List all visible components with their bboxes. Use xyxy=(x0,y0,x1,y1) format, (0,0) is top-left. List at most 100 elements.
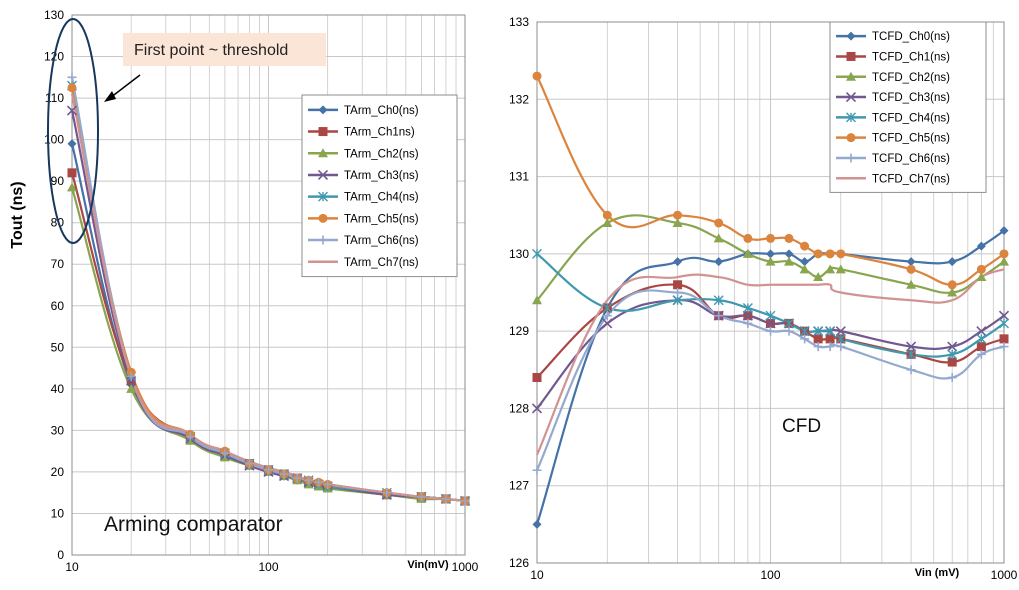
data-point xyxy=(532,295,542,305)
data-point xyxy=(813,272,824,282)
data-point xyxy=(906,264,916,274)
legend-label: TArm_Ch5(ns) xyxy=(344,213,419,225)
data-point xyxy=(67,83,77,93)
legend-swatch-marker xyxy=(846,51,856,61)
data-point xyxy=(999,249,1009,259)
data-point xyxy=(765,310,776,321)
data-point xyxy=(67,182,77,192)
data-point xyxy=(999,342,1009,352)
legend-label: TArm_Ch3(ns) xyxy=(344,170,419,182)
data-point xyxy=(532,71,542,81)
data-point xyxy=(906,365,916,375)
data-point xyxy=(947,257,957,267)
data-point xyxy=(673,280,683,290)
y-tick-label: 90 xyxy=(51,174,65,188)
series-line xyxy=(535,268,1005,456)
data-point xyxy=(976,272,987,282)
data-point xyxy=(602,311,612,321)
plot-area-frame xyxy=(536,21,1005,564)
data-point xyxy=(766,249,775,259)
data-point xyxy=(906,349,917,360)
y-tick-label: 130 xyxy=(509,247,529,261)
cfd-caption: CFD xyxy=(782,416,821,437)
series-line xyxy=(535,229,1005,525)
data-point xyxy=(976,326,987,337)
legend-label: TCFD_Ch7(ns) xyxy=(872,173,950,185)
legend-label: TArm_Ch2(ns) xyxy=(344,148,419,160)
data-point xyxy=(947,287,958,297)
y-tick-label: 40 xyxy=(51,382,65,396)
plot-area-frame xyxy=(71,14,466,556)
data-point xyxy=(766,326,775,336)
x-tick-label: 10 xyxy=(65,560,79,574)
data-point xyxy=(976,241,986,251)
data-point xyxy=(67,72,77,82)
legend-swatch-marker xyxy=(846,133,856,143)
data-point xyxy=(999,334,1009,344)
callout-arrow-line xyxy=(109,74,141,99)
series-group xyxy=(531,71,1010,529)
data-point xyxy=(835,326,846,337)
data-point xyxy=(742,310,753,321)
data-point xyxy=(813,342,823,352)
data-point xyxy=(813,334,823,344)
y-tick-label: 80 xyxy=(51,216,65,230)
data-point xyxy=(976,333,987,344)
y-tick-label: 50 xyxy=(51,340,65,354)
y-tick-label: 129 xyxy=(509,324,529,338)
legend-label: TArm_Ch7(ns) xyxy=(344,257,419,269)
data-point xyxy=(743,318,753,328)
y-axis-title: Tout (ns) xyxy=(9,181,26,248)
data-point xyxy=(672,295,683,306)
legend-swatch-marker xyxy=(846,31,856,41)
data-point xyxy=(602,318,613,329)
legend-swatch-marker xyxy=(846,71,856,81)
data-point xyxy=(976,264,986,274)
legend-swatch-marker xyxy=(318,235,328,245)
data-point xyxy=(714,218,724,228)
legend-swatch-marker xyxy=(846,153,856,163)
legend-label: TCFD_Ch0(ns) xyxy=(872,31,950,43)
y-tick-label: 128 xyxy=(509,401,529,415)
data-point xyxy=(766,233,775,243)
y-tick-label: 131 xyxy=(509,170,529,184)
y-tick-label: 126 xyxy=(509,556,529,570)
data-point xyxy=(783,318,794,329)
y-tick-label: 0 xyxy=(57,548,64,562)
data-point xyxy=(976,349,986,359)
data-point xyxy=(825,326,836,337)
data-point xyxy=(999,256,1009,266)
data-point xyxy=(602,302,613,313)
data-point xyxy=(602,210,612,220)
y-tick-label: 133 xyxy=(509,15,529,29)
data-point xyxy=(714,311,724,321)
data-point xyxy=(825,334,835,344)
data-point xyxy=(784,326,794,336)
legend-swatch-marker xyxy=(317,169,329,181)
data-point xyxy=(800,334,810,344)
data-point xyxy=(765,256,776,266)
data-point xyxy=(532,465,542,475)
series-line xyxy=(536,75,1005,286)
data-point xyxy=(947,373,957,383)
data-point xyxy=(602,217,613,227)
data-point xyxy=(947,349,958,360)
series-line xyxy=(535,289,1005,471)
legend-box xyxy=(829,21,987,193)
data-point xyxy=(713,295,724,306)
data-point xyxy=(784,233,794,243)
y-tick-label: 132 xyxy=(509,92,529,106)
data-point xyxy=(714,257,724,267)
y-tick-label: 130 xyxy=(44,8,64,22)
data-point xyxy=(441,494,451,504)
data-point xyxy=(800,257,810,267)
data-point xyxy=(813,249,823,259)
data-point xyxy=(66,105,78,116)
data-point xyxy=(947,341,958,352)
data-point xyxy=(743,233,753,243)
data-point xyxy=(836,249,846,259)
data-point xyxy=(292,473,302,483)
x-tick-label: 10 xyxy=(530,568,544,582)
data-point xyxy=(304,475,314,485)
